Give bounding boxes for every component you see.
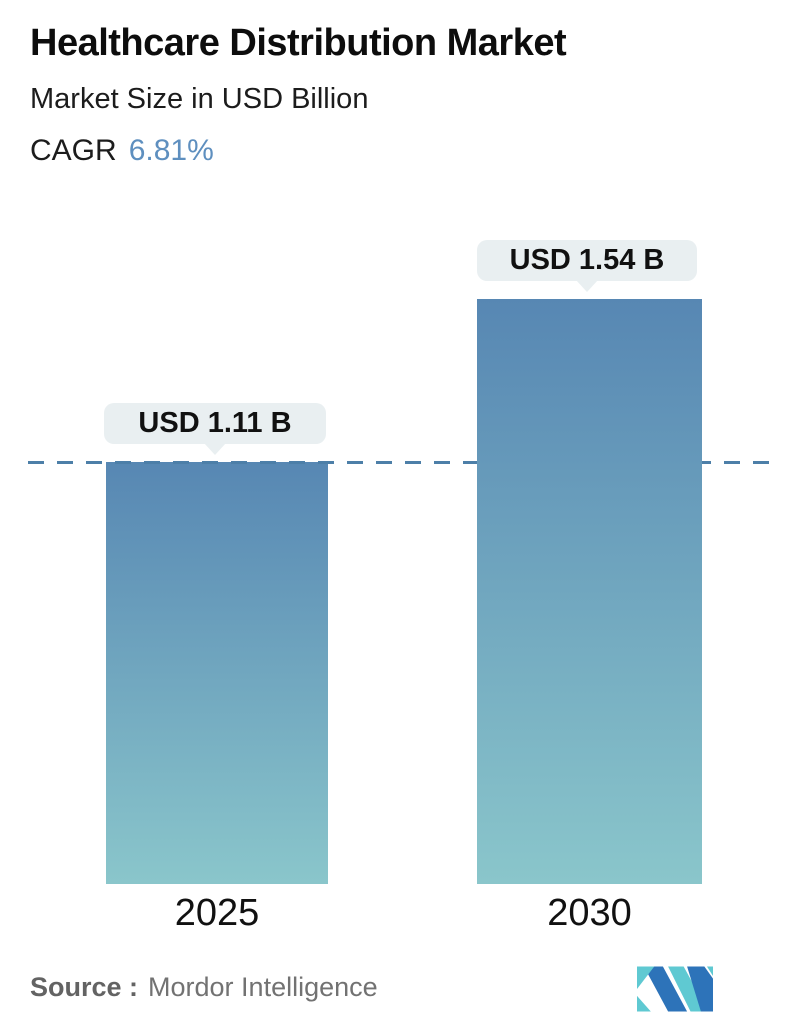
- source-row: Source : Mordor Intelligence: [30, 972, 378, 1003]
- reference-dashed-line: [28, 461, 780, 464]
- bar-2030: [477, 299, 702, 884]
- chart-subtitle: Market Size in USD Billion: [30, 83, 369, 115]
- source-label: Source :: [30, 972, 139, 1002]
- bubble-pointer-icon: [204, 443, 226, 455]
- page-title: Healthcare Distribution Market: [30, 22, 567, 64]
- bubble-pointer-icon: [576, 280, 598, 292]
- value-label-bubble-2025: USD 1.11 B: [104, 403, 326, 455]
- axis-label-2030: 2030: [547, 892, 632, 934]
- mordor-intelligence-logo-icon: [637, 966, 713, 1012]
- axis-label-2025: 2025: [174, 892, 260, 934]
- cagr-row: CAGR 6.81%: [30, 134, 214, 168]
- value-label-2030: USD 1.54 B: [509, 244, 665, 276]
- bar-2025: [106, 462, 328, 884]
- source-value: Mordor Intelligence: [148, 972, 378, 1002]
- cagr-label: CAGR: [30, 134, 117, 167]
- value-label-bubble-2030: USD 1.54 B: [477, 240, 697, 292]
- cagr-value: 6.81%: [128, 134, 214, 167]
- value-label-2025: USD 1.11 B: [138, 407, 292, 439]
